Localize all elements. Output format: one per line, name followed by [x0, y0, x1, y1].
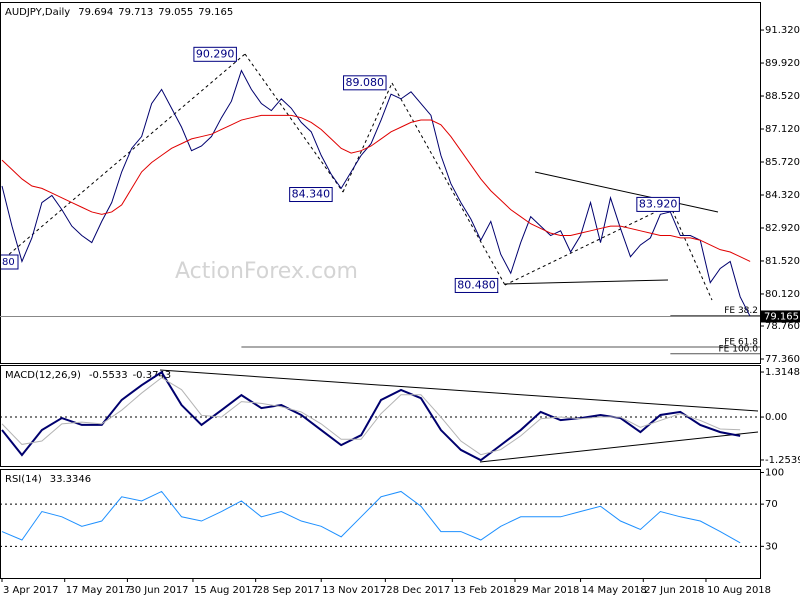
trend-line: [534, 171, 719, 213]
trend-line: [504, 279, 669, 285]
quote-value: 79.713: [118, 7, 153, 18]
quote-value: -0.3743: [133, 370, 172, 381]
y-tick-label: 91.320: [765, 25, 800, 36]
y-tick-label: 70: [765, 499, 778, 510]
annotation: 89.080: [343, 75, 387, 91]
series-line: [1, 69, 751, 317]
trendlines: [0, 53, 759, 463]
x-tick-label: 28 Sep 2017: [257, 585, 320, 596]
x-tick-label: 30 Jun 2017: [128, 585, 188, 596]
watermark: ActionForex.com: [175, 259, 358, 284]
edge-label-box: 80: [0, 254, 19, 270]
label-box: [0, 254, 19, 270]
panel-title: AUDJPY,Daily: [5, 7, 70, 18]
y-tick-label: 1.3148: [765, 367, 800, 378]
panel-frame: [0, 469, 761, 579]
y-tick-label: 0.00: [765, 412, 787, 423]
y-tick-label: 85.720: [765, 157, 800, 168]
quote-value: 79.055: [158, 7, 193, 18]
panel-title: RSI(14): [5, 474, 42, 485]
y-tick-label: 78.760: [765, 321, 800, 332]
annotation: 90.290: [193, 46, 237, 62]
level-label: FE 61.8: [724, 337, 758, 347]
annotation: 83.920: [636, 196, 680, 212]
annotation-box: [343, 75, 387, 91]
y-tick-label: 80.120: [765, 289, 800, 300]
annotation-box: [454, 277, 499, 293]
level-label: FE 100.0: [719, 344, 759, 354]
y-tick-label: 88.520: [765, 91, 800, 102]
level-label: FE 38.2: [724, 306, 758, 316]
x-tick-label: 13 Nov 2017: [322, 585, 386, 596]
x-tick-label: 15 Aug 2017: [194, 585, 258, 596]
trend-line: [159, 369, 759, 412]
x-tick-label: 10 Aug 2018: [707, 585, 771, 596]
annotation-box: [289, 187, 333, 203]
y-tick-label: 30: [765, 541, 778, 552]
annotation-label: 80.480: [457, 278, 496, 291]
quote-value: 79.165: [198, 7, 233, 18]
y-tick-label: 89.920: [765, 58, 800, 69]
x-tick-label: 27 Jun 2018: [644, 585, 704, 596]
current-price-box: [761, 310, 800, 323]
series-line: [1, 370, 741, 462]
x-tick-label: 14 May 2018: [582, 585, 647, 596]
series-line: [1, 490, 741, 544]
y-tick-label: 77.360: [765, 354, 800, 365]
x-tick-label: 13 Feb 2018: [453, 585, 515, 596]
annotation-box: [636, 196, 680, 212]
annotation-label: 83.920: [639, 197, 678, 210]
edge-label: 80: [2, 257, 15, 268]
trend-line: [479, 431, 759, 463]
y-tick-label: -1.2539: [765, 455, 800, 466]
current-price-label: 79.165: [764, 311, 799, 322]
y-tick-label: 84.320: [765, 190, 800, 201]
series-line: [1, 114, 751, 262]
wave-line: [0, 53, 713, 301]
y-tick-label: 100: [765, 467, 784, 478]
x-tick-label: 28 Dec 2017: [386, 585, 450, 596]
y-tick-label: 82.920: [765, 223, 800, 234]
x-tick-label: 3 Apr 2017: [3, 585, 58, 596]
panel-frame: [0, 365, 761, 467]
annotation-label: 89.080: [346, 76, 385, 89]
annotation: 80.480: [454, 277, 499, 293]
quote-value: 79.694: [78, 7, 113, 18]
annotation-label: 84.340: [292, 188, 331, 201]
series-line: [1, 377, 741, 456]
annotation-box: [193, 46, 237, 62]
panel-frame: [0, 2, 761, 364]
y-tick-label: 87.120: [765, 124, 800, 135]
x-tick-label: 17 May 2017: [66, 585, 131, 596]
quote-value: 33.3346: [50, 474, 91, 485]
x-tick-label: 29 Mar 2018: [516, 585, 579, 596]
panel-title: MACD(12,26,9): [5, 370, 81, 381]
y-tick-label: 81.520: [765, 256, 800, 267]
annotation: 84.340: [289, 187, 333, 203]
quote-value: -0.5533: [89, 370, 128, 381]
annotation-label: 90.290: [196, 47, 235, 60]
